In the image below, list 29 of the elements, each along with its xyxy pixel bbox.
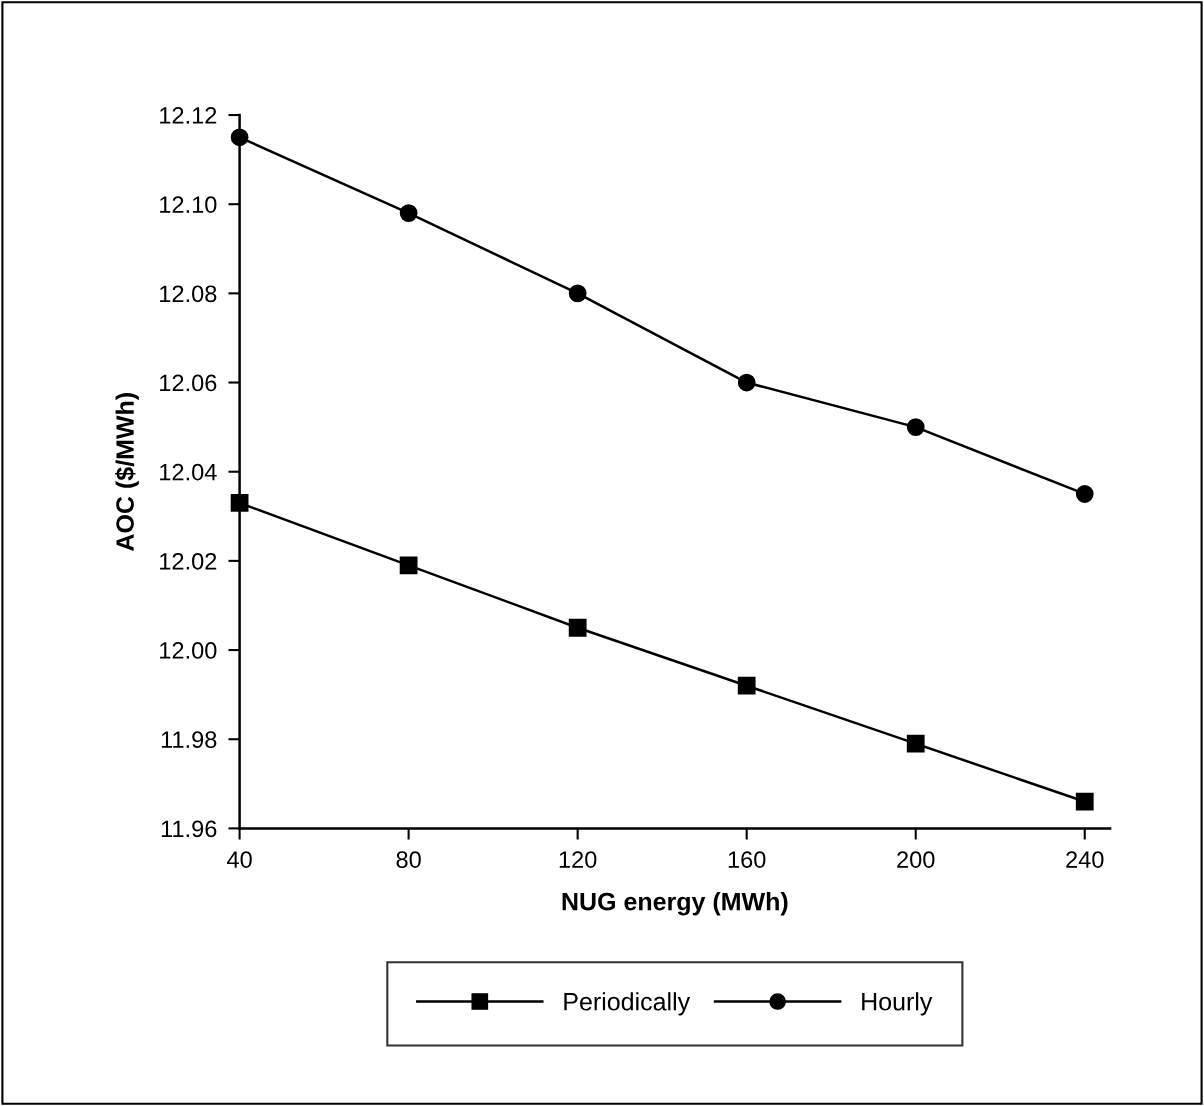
point — [737, 676, 756, 695]
point — [737, 373, 756, 392]
point — [399, 204, 418, 222]
x-tick-label: 80 — [396, 851, 421, 868]
legend-label: Hourly — [862, 992, 933, 1016]
y-tick-label: 12.10 — [160, 196, 217, 213]
y-tick-label: 11.98 — [161, 731, 217, 749]
point — [399, 556, 418, 575]
y-tick-label: 12.00 — [160, 642, 217, 659]
y-tick-label: 12.02 — [160, 552, 217, 570]
y-tick-label: 12.08 — [160, 285, 217, 303]
y-tick-label: 12.12 — [160, 107, 217, 124]
x-tick-label: 200 — [897, 851, 935, 868]
legend-label: Periodically — [564, 992, 691, 1016]
y-tick-label: 12.06 — [160, 374, 217, 392]
x-axis-title: NUG energy (MWh) — [562, 892, 788, 916]
y-axis-title: AOC ($/MWh) — [115, 393, 139, 551]
point — [568, 284, 587, 303]
point — [1075, 485, 1094, 503]
y-tick-label: 11.96 — [161, 820, 217, 838]
point — [568, 618, 587, 637]
x-tick-label: 160 — [728, 851, 766, 868]
point — [906, 734, 925, 753]
y-tick-label: 12.04 — [160, 463, 217, 481]
x-tick-label: 240 — [1066, 851, 1104, 868]
x-tick-label: 40 — [227, 851, 252, 868]
x-tick-label: 120 — [559, 851, 597, 868]
point — [1075, 792, 1094, 811]
point — [906, 418, 925, 437]
